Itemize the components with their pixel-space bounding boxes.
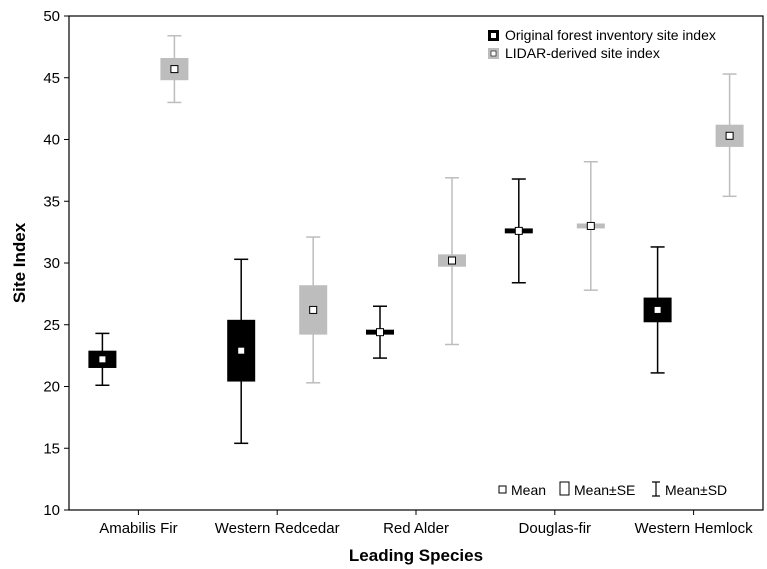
box-group-original [366,305,394,359]
mean-marker [586,221,595,230]
y-tick-label: 10 [43,502,60,519]
box-group-lidar [299,236,328,384]
mean-marker [448,256,456,265]
key-mean-icon [498,485,507,494]
legend-label-lidar: LIDAR-derived site index [505,45,660,61]
key-mean-label: Mean [511,482,546,498]
y-tick-label: 30 [43,255,60,272]
y-tick-label: 40 [43,132,60,149]
box-group-original [643,246,672,374]
box-group-original [227,258,256,445]
legend: Original forest inventory site index LID… [488,27,716,61]
x-axis: Amabilis Fir Western Redcedar Red Alder Dou… [99,510,753,537]
mean-marker [376,328,384,337]
mean-marker [98,355,107,364]
key-se-label: Mean±SE [574,482,635,498]
x-tick-label: Western Redcedar [215,520,340,537]
mean-marker [725,131,734,140]
mean-marker [309,305,318,314]
x-tick-label: Western Hemlock [635,520,754,537]
mean-marker [514,226,523,235]
y-tick-label: 50 [43,8,60,25]
plot-area-frame [68,15,764,511]
y-axis: 10 15 20 25 30 35 40 45 50 [43,8,69,519]
y-tick-label: 15 [43,440,60,457]
chart-marks [88,35,744,445]
box-group-lidar [715,73,744,198]
key-se-icon [559,481,570,496]
y-tick-label: 45 [43,70,60,87]
box-group-lidar [160,35,189,104]
x-tick-label: Red Alder [383,520,449,537]
mean-marker [237,346,246,355]
x-axis-title: Leading Species [349,546,483,565]
x-tick-label: Amabilis Fir [99,520,177,537]
x-tick-label: Douglas-fir [519,520,592,537]
legend-label-original: Original forest inventory site index [505,27,716,43]
mean-marker [170,65,179,74]
legend-swatch-lidar-inner [490,50,497,57]
symbol-key: Mean Mean±SE Mean±SD [498,481,727,498]
y-tick-label: 20 [43,379,60,396]
key-sd-icon [652,481,660,497]
y-tick-label: 35 [43,193,60,210]
box-group-original [88,332,117,387]
box-group-original [504,178,533,284]
y-tick-label: 25 [43,317,60,334]
y-axis-title: Site Index [10,222,29,303]
mean-marker [653,305,662,314]
key-sd-label: Mean±SD [665,482,727,498]
box-group-lidar [576,160,605,291]
box-group-lidar [438,177,466,346]
legend-swatch-original-inner [491,33,496,38]
